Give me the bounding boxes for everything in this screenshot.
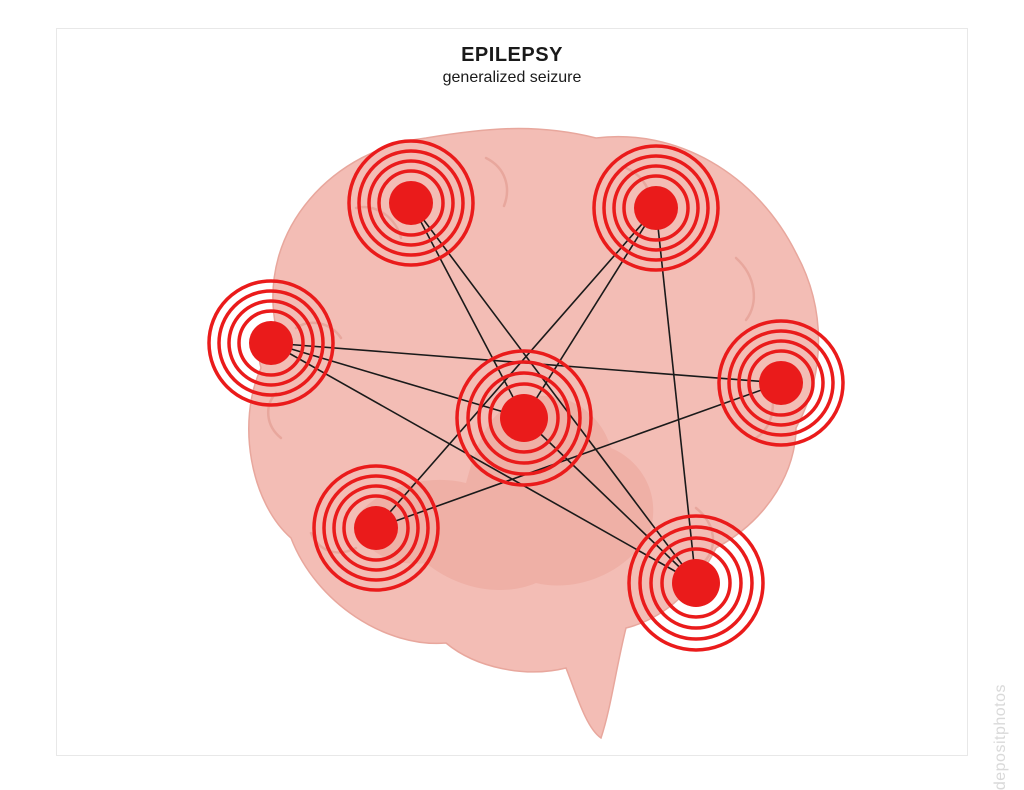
- seizure-node-3-dot: [500, 394, 548, 442]
- seizure-node-4-dot: [759, 361, 803, 405]
- seizure-node-5: [314, 466, 438, 590]
- seizure-node-1-dot: [634, 186, 678, 230]
- seizure-node-6-dot: [672, 559, 720, 607]
- diagram-stage: [56, 28, 968, 756]
- seizure-node-5-dot: [354, 506, 398, 550]
- seizure-node-1: [594, 146, 718, 270]
- seizure-node-0-dot: [389, 181, 433, 225]
- watermark: depositphotos: [992, 684, 1010, 790]
- seizure-node-2: [209, 281, 333, 405]
- seizure-node-0: [349, 141, 473, 265]
- brain-diagram: [56, 28, 968, 756]
- seizure-node-4: [719, 321, 843, 445]
- seizure-node-2-dot: [249, 321, 293, 365]
